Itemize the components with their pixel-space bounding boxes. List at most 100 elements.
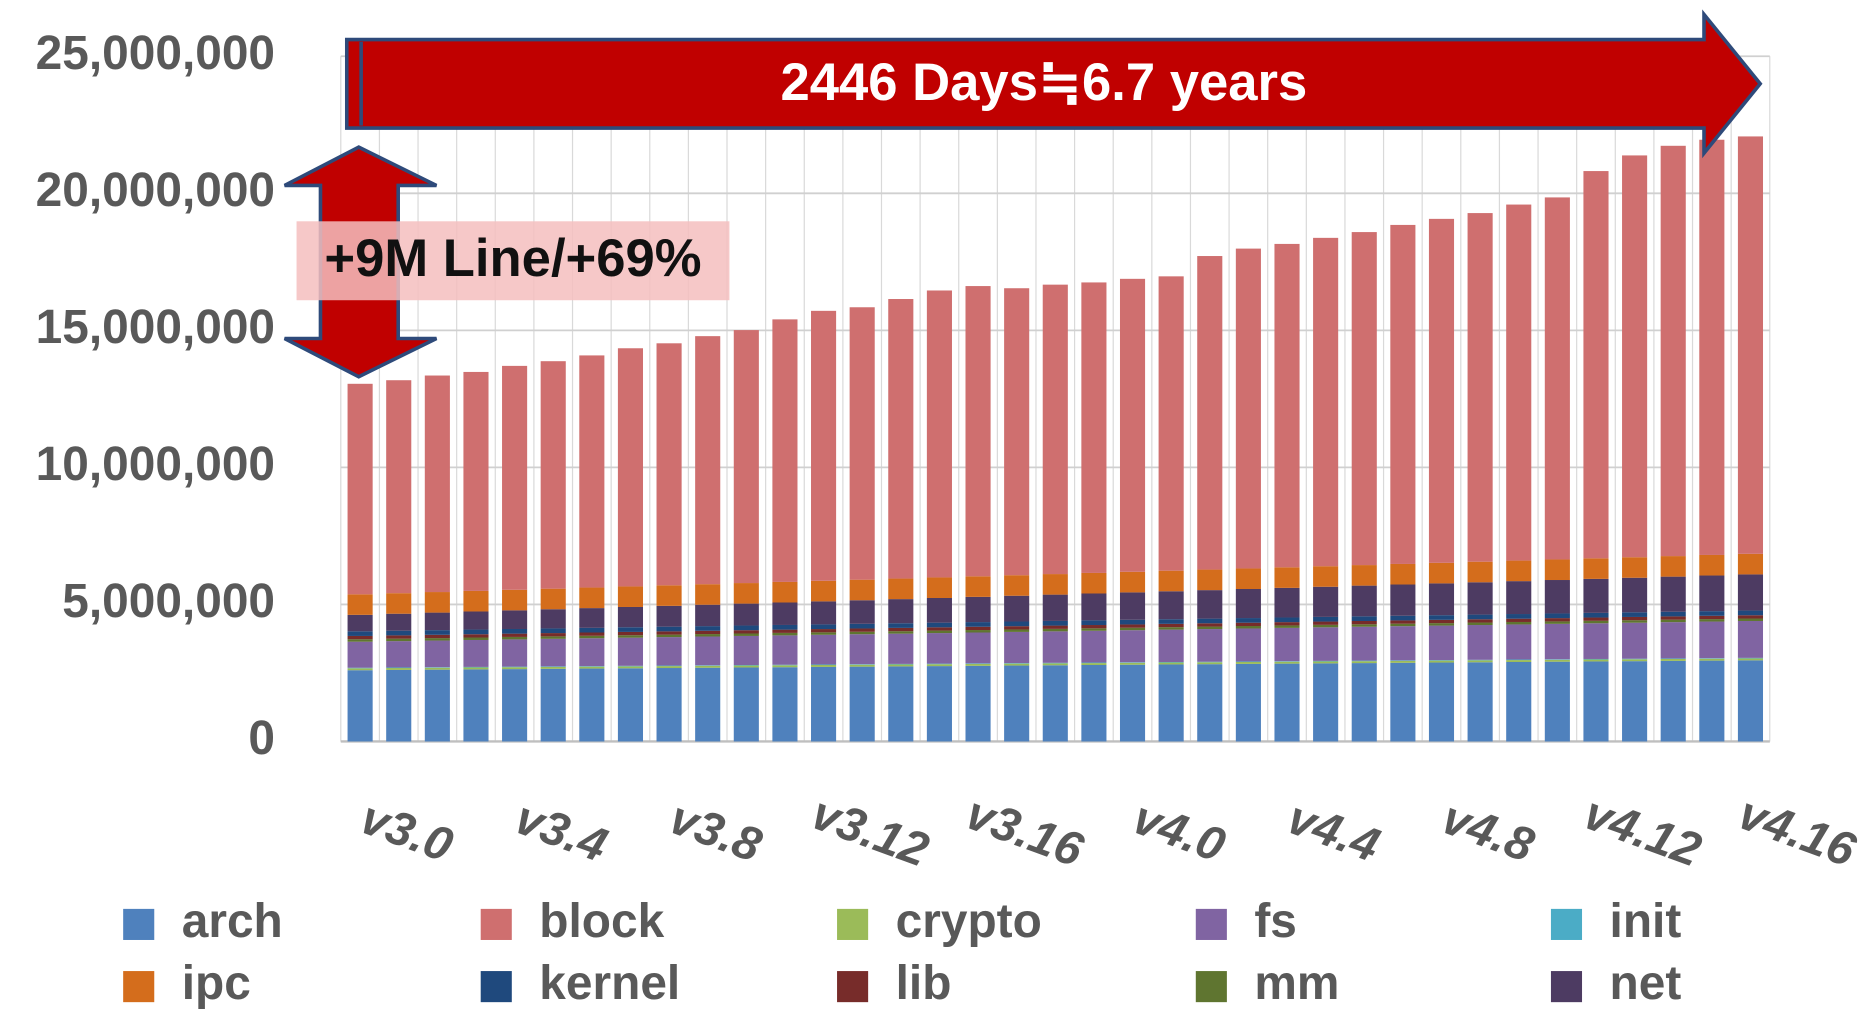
bar-segment: [502, 628, 528, 634]
bar-segment: [849, 623, 875, 629]
bar-segment: [1235, 589, 1261, 619]
bar-segment: [926, 577, 952, 598]
bar-segment: [386, 380, 412, 594]
bar-segment: [656, 343, 682, 586]
legend-swatch: [837, 971, 869, 1003]
bar-segment: [656, 634, 682, 638]
bar-segment: [502, 667, 528, 670]
labels: 0 5,000,000 10,000,000 15,000,000 20,000,000…: [36, 27, 1863, 1010]
bar-segment: [849, 307, 875, 580]
legend-swatch: [1550, 971, 1583, 1003]
bar-segment: [502, 589, 528, 611]
bar-segment: [1197, 569, 1223, 591]
bar-segment: [811, 310, 837, 581]
bar-segment: [347, 639, 373, 642]
bar-segment: [733, 633, 759, 636]
bar-segment: [1506, 614, 1532, 619]
bar-segment: [695, 336, 721, 585]
bar-segment: [1313, 661, 1339, 664]
bar-segment: [463, 666, 489, 668]
bar-segment: [347, 635, 373, 640]
bar-segment: [579, 668, 605, 742]
bar-segment: [1351, 620, 1377, 625]
bar-segment: [1428, 615, 1455, 620]
bar-segment: [463, 667, 489, 670]
bar-segment: [424, 592, 450, 613]
bar-segment: [1544, 661, 1570, 742]
bar-segment: [1081, 628, 1107, 631]
bar-segment: [1042, 628, 1068, 632]
bar-segment: [1428, 623, 1455, 626]
bar-segment: [579, 632, 605, 636]
bar-segment: [1699, 611, 1725, 616]
bar-segment: [1351, 585, 1377, 617]
bar-segment: [1197, 626, 1223, 630]
bar-segment: [1004, 626, 1030, 630]
bar-segment: [1467, 625, 1493, 660]
legend-label: lib: [896, 957, 952, 1010]
bar-segment: [1081, 663, 1107, 666]
bar-segment: [502, 365, 528, 590]
y-tick-label: 20,000,000: [36, 164, 275, 217]
bar-segment: [463, 611, 489, 630]
legend-swatch: [123, 971, 155, 1003]
bar-segment: [1274, 663, 1300, 742]
bar-segment: [1197, 629, 1223, 662]
bar-segment: [617, 666, 644, 669]
bar-segment: [1197, 623, 1223, 627]
bar-segment: [1622, 620, 1648, 623]
bar-segment: [1235, 663, 1261, 742]
bar-segment: [1506, 660, 1532, 662]
bar-segment: [1622, 622, 1648, 659]
bar-segment: [1583, 658, 1609, 660]
bar-segment: [1699, 619, 1725, 622]
bar-segment: [926, 663, 952, 665]
years-label: 2446 Days≒6.7 years: [781, 53, 1308, 112]
bar-segment: [1467, 561, 1493, 583]
bar-segment: [1428, 660, 1455, 661]
bar-segment: [1004, 621, 1030, 627]
bar-segment: [849, 666, 875, 742]
growth-label: +9M Line/+69%: [324, 229, 701, 288]
bar-segment: [540, 588, 566, 610]
bar-segment: [1235, 661, 1261, 664]
bar-segment: [540, 361, 566, 589]
bar-segment: [1660, 619, 1686, 623]
bar-segment: [888, 299, 914, 579]
bar-segment: [386, 630, 412, 636]
bar-segment: [1428, 660, 1455, 663]
bar-segment: [772, 581, 798, 603]
bar-segment: [1351, 660, 1377, 662]
bar-segment: [424, 612, 450, 631]
bar-segment: [1544, 659, 1570, 662]
bar-segment: [1467, 614, 1493, 620]
bar-segment: [695, 636, 721, 666]
bar-segment: [1313, 627, 1339, 661]
bar-segment: [1390, 615, 1416, 621]
bar-segment: [1235, 661, 1261, 662]
bar-segment: [849, 631, 875, 635]
bar-segment: [617, 631, 644, 636]
bar-segment: [1313, 616, 1339, 622]
bar-segment: [965, 622, 991, 627]
bar-segment: [1622, 155, 1648, 558]
bar-segment: [1390, 662, 1416, 742]
bar-segment: [1081, 593, 1107, 621]
bar-segment: [772, 629, 798, 633]
bar-segment: [656, 668, 682, 742]
bar-segment: [733, 583, 759, 604]
bar-segment: [617, 637, 644, 666]
bar-segment: [811, 666, 837, 742]
x-tick-label: v3.4: [508, 791, 614, 873]
bar-segment: [1737, 610, 1764, 616]
bar-segment: [1428, 562, 1455, 584]
bar-segment: [811, 665, 837, 667]
bar-segment: [1197, 661, 1223, 663]
bar-segment: [849, 628, 875, 632]
bar-segment: [540, 666, 566, 669]
bar-segment: [1737, 658, 1764, 661]
bar-segment: [424, 634, 450, 639]
bar-segment: [1467, 662, 1493, 742]
